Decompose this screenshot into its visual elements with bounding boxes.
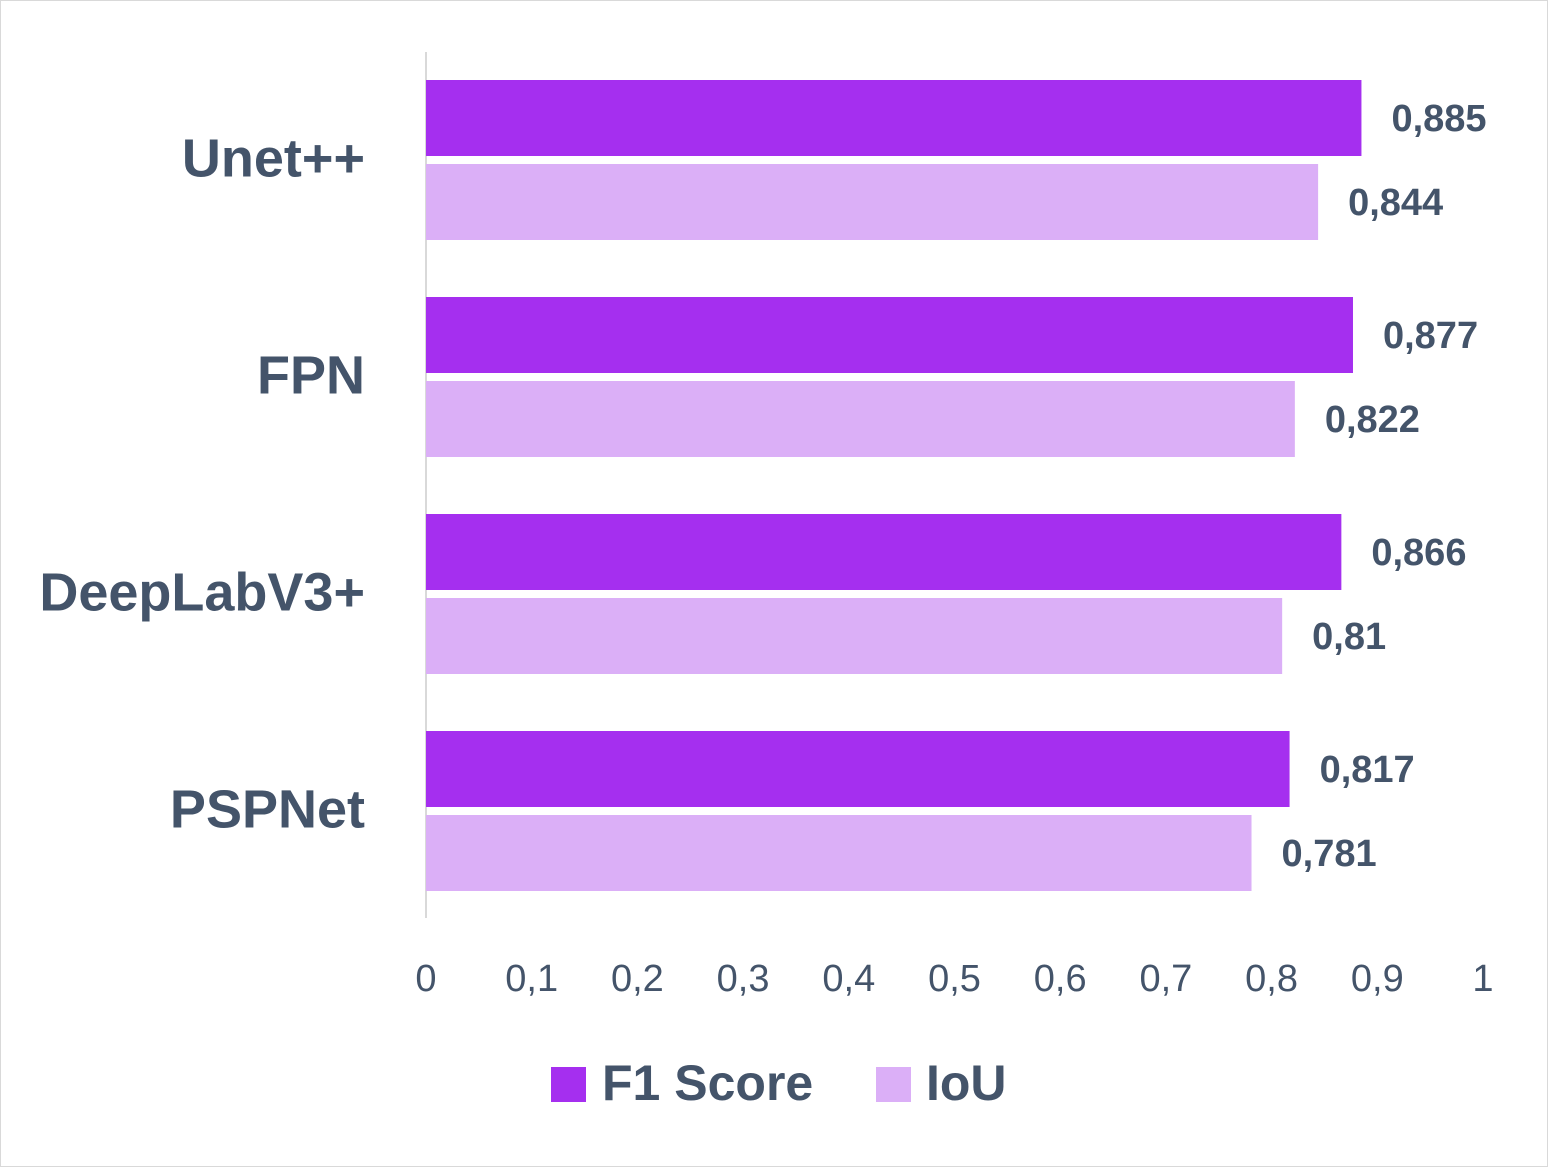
data-label: 0,877: [1383, 315, 1478, 357]
legend-swatch: [876, 1067, 911, 1102]
iou-bar: [426, 381, 1295, 457]
x-tick-label: 0,5: [928, 958, 981, 1000]
data-label: 0,866: [1371, 532, 1466, 574]
x-tick-label: 0,9: [1351, 958, 1404, 1000]
legend-swatch: [551, 1067, 586, 1102]
data-label: 0,781: [1282, 833, 1377, 875]
category-label: DeepLabV3+: [39, 562, 365, 622]
x-tick-label: 0,3: [717, 958, 770, 1000]
x-tick-label: 0,2: [611, 958, 664, 1000]
x-tick-label: 0,6: [1034, 958, 1087, 1000]
iou-bar: [426, 598, 1283, 674]
category-labels: Unet++ FPN DeepLabV3+ PSPNet: [39, 128, 365, 839]
f1-score-bar: [426, 297, 1353, 373]
data-label: 0,885: [1391, 98, 1486, 140]
x-tick-label: 1: [1472, 958, 1493, 1000]
f1-score-bar: [426, 514, 1342, 590]
x-tick-label: 0: [415, 958, 436, 1000]
legend-label: IoU: [926, 1055, 1007, 1111]
legend-label: F1 Score: [602, 1055, 813, 1111]
category-label: PSPNet: [170, 779, 365, 839]
f1-score-bar: [426, 80, 1362, 156]
x-tick-label: 0,7: [1139, 958, 1192, 1000]
iou-bar: [426, 164, 1319, 240]
category-label: Unet++: [182, 128, 365, 188]
x-axis-tick-labels: 0 0,1 0,2 0,3 0,4 0,5 0,6 0,7 0,8 0,9 1: [415, 958, 1493, 1000]
data-label: 0,81: [1312, 616, 1386, 658]
legend: F1 Score IoU: [551, 1055, 1007, 1111]
data-labels: 0,885 0,844 0,877 0,822 0,866 0,81 0,817 0,781: [1282, 98, 1487, 875]
x-tick-label: 0,1: [505, 958, 558, 1000]
bars: [426, 80, 1362, 891]
x-tick-label: 0,8: [1245, 958, 1298, 1000]
f1-score-bar: [426, 731, 1290, 807]
data-label: 0,844: [1348, 182, 1443, 224]
data-label: 0,822: [1325, 399, 1420, 441]
category-label: FPN: [257, 345, 365, 405]
x-tick-label: 0,4: [822, 958, 875, 1000]
iou-bar: [426, 815, 1252, 891]
data-label: 0,817: [1320, 749, 1415, 791]
